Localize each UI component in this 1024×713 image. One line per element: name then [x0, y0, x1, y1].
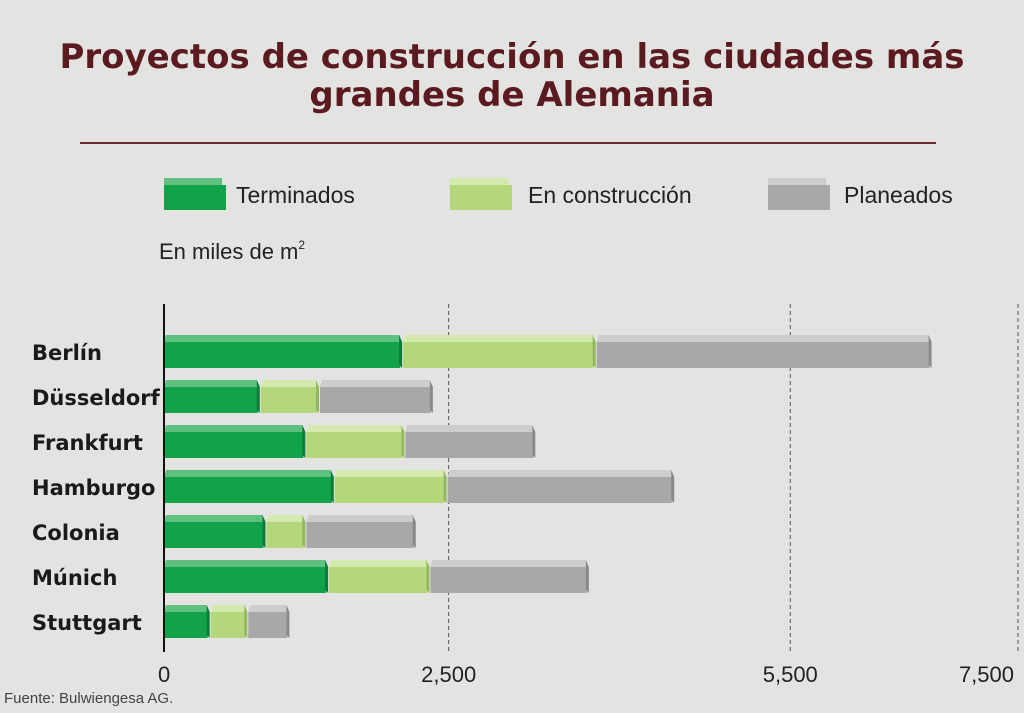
bar-3-0: [164, 470, 334, 503]
legend-label-planeados: Planeados: [844, 182, 953, 208]
chart-title: Proyectos de construcción en las ciudade…: [40, 38, 984, 114]
title-divider: [80, 142, 936, 144]
bar-5-1: [329, 560, 430, 593]
bar-0-2: [596, 335, 932, 368]
bar-6-2: [248, 605, 290, 638]
title-line-1: Proyectos de construcción en las ciudade…: [59, 37, 965, 77]
bar-4-2: [306, 515, 416, 548]
x-tick-label-3: 7,500: [959, 662, 1014, 687]
unit-superscript: 2: [298, 238, 306, 252]
category-label-0: Berlín: [32, 341, 102, 365]
bar-6-1: [210, 605, 248, 638]
category-label-6: Stuttgart: [32, 611, 142, 635]
x-tick-label-1: 2,500: [421, 662, 476, 687]
bar-4-1: [266, 515, 306, 548]
bar-0-1: [403, 335, 596, 368]
bar-5-2: [430, 560, 589, 593]
x-tick-label-2: 5,500: [763, 662, 818, 687]
bar-1-2: [319, 380, 433, 413]
legend-label-terminados: Terminados: [236, 182, 355, 208]
legend-swatch-planeados: [768, 178, 830, 210]
bar-0-0: [164, 335, 403, 368]
bar-3-1: [334, 470, 447, 503]
category-label-5: Múnich: [32, 566, 117, 590]
title-line-2: grandes de Alemania: [309, 75, 715, 115]
bar-5-0: [164, 560, 329, 593]
bar-1-1: [260, 380, 319, 413]
bar-6-0: [164, 605, 210, 638]
category-label-4: Colonia: [32, 521, 120, 545]
category-label-2: Frankfurt: [32, 431, 143, 455]
legend-label-en-construccion: En construcción: [528, 182, 692, 208]
unit-label: En miles de m2: [159, 238, 305, 265]
source-note: Fuente: Bulwiengesa AG.: [4, 690, 174, 707]
bar-2-0: [164, 425, 306, 458]
category-label-3: Hamburgo: [32, 476, 155, 500]
bar-2-1: [306, 425, 405, 458]
category-label-1: Düsseldorf: [32, 386, 161, 410]
x-tick-label-0: 0: [158, 662, 170, 687]
legend-swatch-en-construccion: [450, 178, 512, 210]
legend-swatch-terminados: [164, 178, 226, 210]
bar-3-2: [447, 470, 675, 503]
bar-1-0: [164, 380, 260, 413]
bar-2-2: [405, 425, 536, 458]
unit-label-text: En miles de m: [159, 239, 299, 264]
bar-4-0: [164, 515, 266, 548]
